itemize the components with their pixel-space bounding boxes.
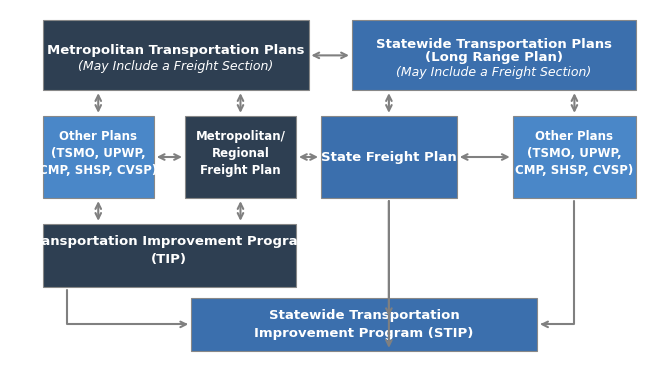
FancyBboxPatch shape <box>513 116 636 198</box>
Text: Transportation Improvement Program
(TIP): Transportation Improvement Program (TIP) <box>27 235 311 266</box>
FancyBboxPatch shape <box>43 116 154 198</box>
FancyBboxPatch shape <box>321 116 457 198</box>
Text: (May Include a Freight Section): (May Include a Freight Section) <box>78 60 273 73</box>
Text: Statewide Transportation
Improvement Program (STIP): Statewide Transportation Improvement Pro… <box>254 309 474 340</box>
FancyBboxPatch shape <box>191 298 538 351</box>
FancyBboxPatch shape <box>43 21 309 90</box>
FancyBboxPatch shape <box>352 21 636 90</box>
Text: Statewide Transportation Plans: Statewide Transportation Plans <box>376 38 612 51</box>
Text: Metropolitan/
Regional
Freight Plan: Metropolitan/ Regional Freight Plan <box>196 130 285 177</box>
Text: Other Plans
(TSMO, UPWP,
CMP, SHSP, CVSP): Other Plans (TSMO, UPWP, CMP, SHSP, CVSP… <box>39 130 157 177</box>
Text: State Freight Plan: State Freight Plan <box>321 151 457 163</box>
Text: (May Include a Freight Section): (May Include a Freight Section) <box>396 66 592 79</box>
FancyBboxPatch shape <box>185 116 296 198</box>
Text: Metropolitan Transportation Plans: Metropolitan Transportation Plans <box>47 44 304 57</box>
Text: (Long Range Plan): (Long Range Plan) <box>425 51 563 64</box>
FancyBboxPatch shape <box>43 224 296 287</box>
Text: Other Plans
(TSMO, UPWP,
CMP, SHSP, CVSP): Other Plans (TSMO, UPWP, CMP, SHSP, CVSP… <box>515 130 634 177</box>
